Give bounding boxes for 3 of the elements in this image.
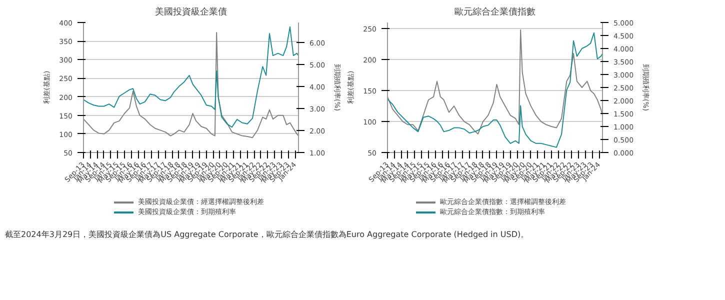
chart-title: 美國投資級企業債 (155, 6, 227, 18)
text: 截至2024年3月29日，美國投資級企業債為US Aggregate Corporate，歐元綜合企業債指數為Euro Aggregate Corporate (Hedged in USD)。 (5, 229, 529, 240)
chart-title: 歐元綜合企業債指數 (454, 6, 536, 18)
